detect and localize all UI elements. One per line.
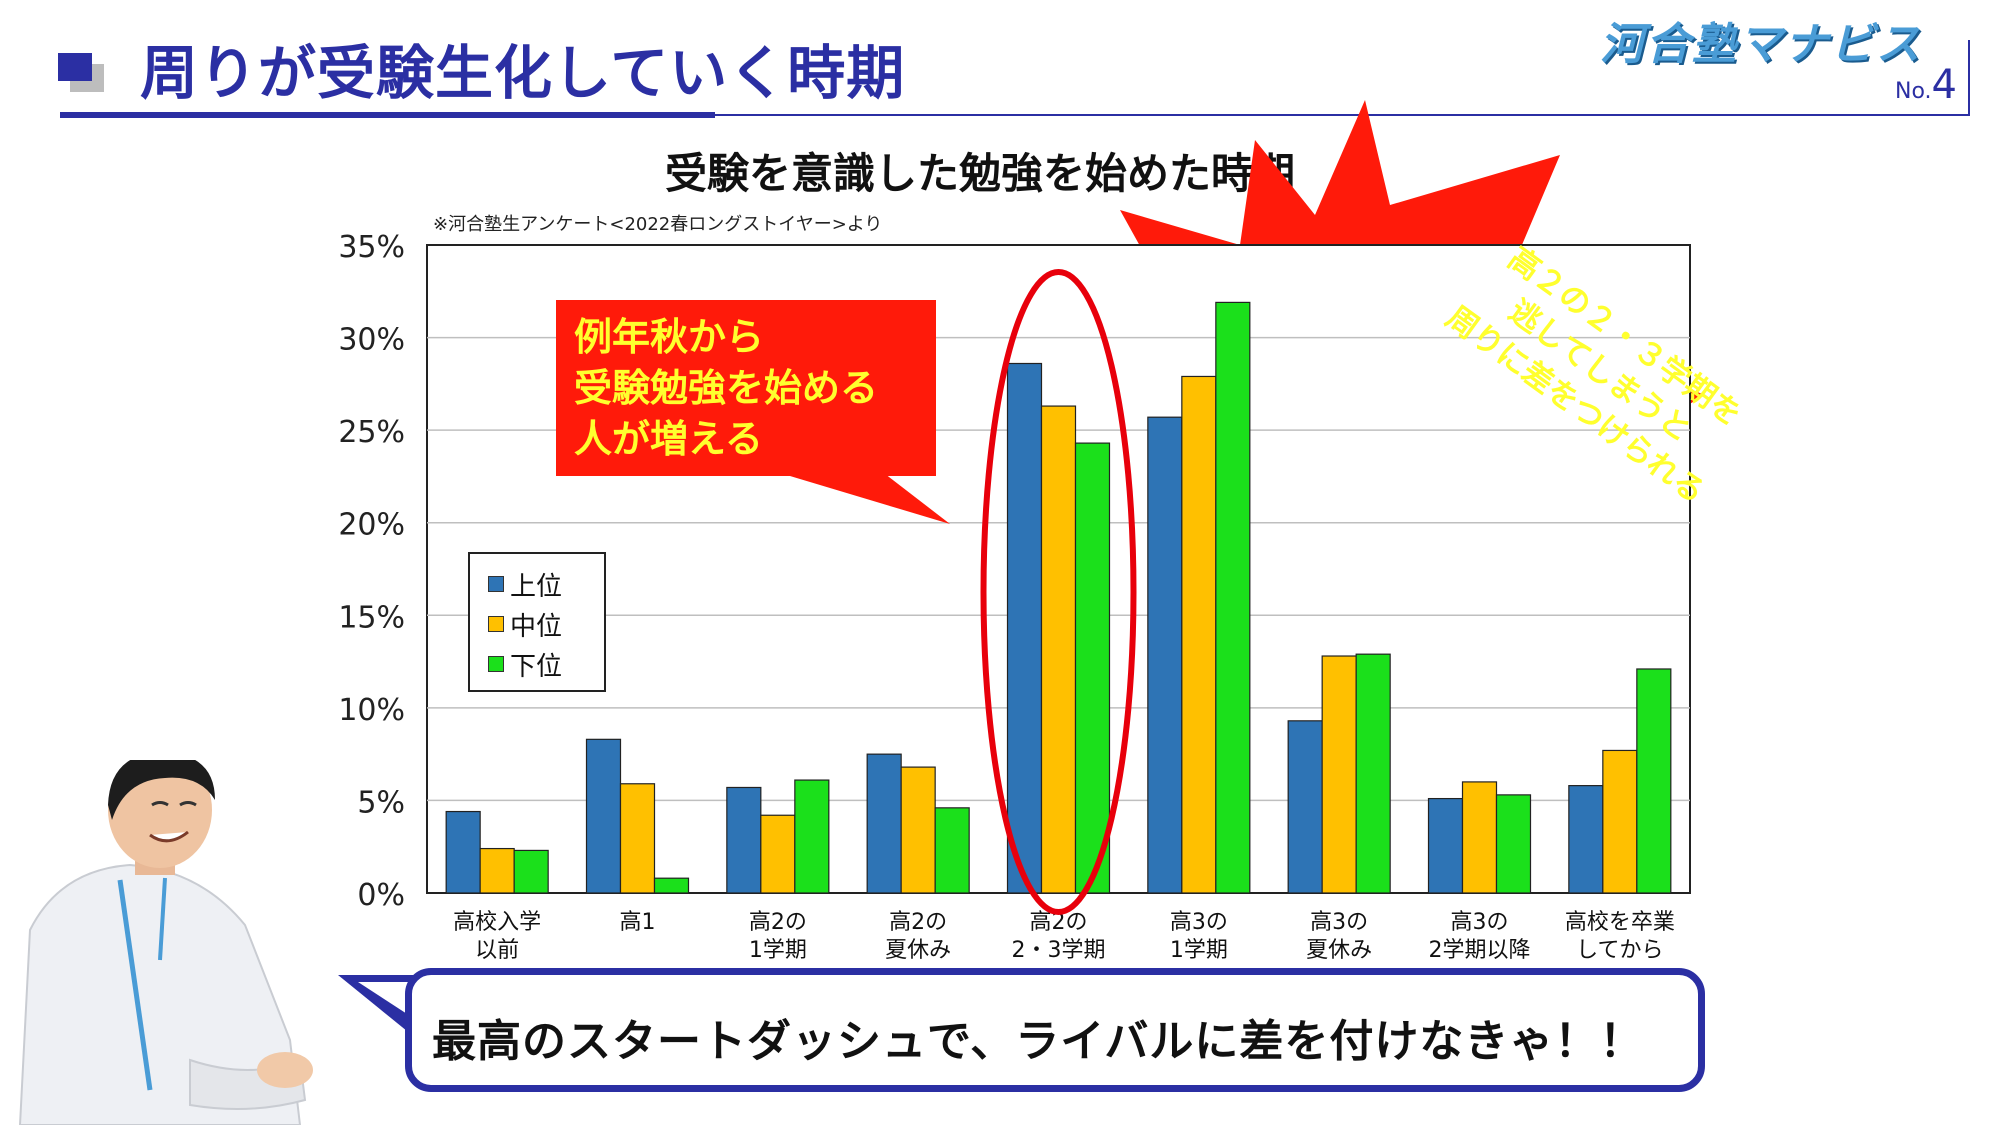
bar-upper — [1006, 362, 1043, 894]
bar-upper — [1147, 416, 1183, 894]
legend-item-upper: 上位 — [488, 566, 562, 602]
legend-swatch-upper — [488, 576, 504, 592]
x-tick-label: 以前 — [475, 938, 519, 963]
bar-upper — [1427, 797, 1464, 894]
bar-lower — [1074, 442, 1111, 894]
header-square — [58, 53, 92, 81]
bar-middle — [619, 783, 656, 894]
x-tick-label: してから — [1576, 938, 1663, 963]
legend-label-lower: 下位 — [510, 651, 563, 682]
bar-lower — [1495, 794, 1532, 894]
y-tick-label: 0% — [357, 878, 405, 913]
highlight-ring — [980, 269, 1137, 915]
page-number-prefix: No. — [1895, 79, 1932, 104]
y-tick-label: 10% — [338, 693, 405, 728]
bar-lower — [653, 877, 690, 894]
chart-legend: 上位 中位 下位 — [468, 552, 606, 692]
x-tick-label: 高校を卒業 — [1565, 910, 1675, 935]
x-tick-label: 高2の — [749, 910, 807, 935]
page-number-value: 4 — [1931, 62, 1957, 108]
x-tick-label: 高校入学 — [453, 910, 541, 935]
legend-label-middle: 中位 — [510, 611, 563, 642]
bar-upper — [1287, 720, 1323, 894]
brand-logo: 河合塾マナビス — [1600, 19, 1922, 70]
y-tick-label: 20% — [338, 508, 405, 543]
y-tick-label: 30% — [338, 323, 405, 358]
bar-lower — [1215, 301, 1251, 894]
x-tick-label: 2学期以降 — [1429, 938, 1531, 963]
x-tick-label: 夏休み — [885, 938, 951, 963]
bar-upper — [866, 753, 902, 894]
bar-upper — [445, 810, 481, 894]
y-tick-label: 15% — [338, 600, 405, 635]
header-rule — [715, 114, 1970, 116]
callout-line-3: 人が増える — [574, 417, 763, 461]
speech-bubble-text: 最高のスタートダッシュで、ライバルに差を付けなきゃ！！ — [432, 1016, 1645, 1067]
chart-source-note: ※河合塾生アンケート<2022春ロングストイヤー>より — [433, 214, 883, 235]
x-tick-label: 高2の — [889, 910, 947, 935]
x-tick-label: 1学期 — [749, 938, 807, 963]
page-title: 周りが受験生化していく時期 — [140, 39, 906, 107]
y-tick-label: 25% — [338, 415, 405, 450]
x-tick-label: 夏休み — [1306, 938, 1372, 963]
page-number: No.4 — [1895, 62, 1957, 108]
x-tick-label: 高1 — [620, 910, 656, 935]
bar-lower — [794, 779, 830, 894]
legend-item-lower: 下位 — [488, 646, 562, 682]
bar-upper — [585, 738, 622, 894]
x-tick-label: 高3の — [1310, 910, 1368, 935]
callout-line-2: 受験勉強を始める — [574, 366, 879, 410]
bar-middle — [479, 847, 515, 894]
bar-lower — [513, 849, 549, 894]
legend-label-upper: 上位 — [510, 571, 563, 602]
callout-line-1: 例年秋から — [574, 315, 765, 359]
legend-swatch-lower — [488, 656, 504, 672]
y-tick-label: 35% — [338, 230, 405, 265]
bar-lower — [1636, 668, 1672, 894]
bar-lower — [1355, 653, 1391, 894]
bar-middle — [1181, 375, 1217, 894]
callout-box: 例年秋から 受験勉強を始める 人が増える — [556, 300, 936, 476]
chart-title: 受験を意識した勉強を始めた時期 — [665, 149, 1296, 198]
bar-middle — [1321, 655, 1357, 894]
x-tick-label: 2・3学期 — [1012, 938, 1106, 963]
speech-bubble — [405, 968, 1705, 1092]
legend-item-middle: 中位 — [488, 606, 562, 642]
bar-lower — [934, 807, 970, 894]
header-corner-rule — [1968, 40, 1970, 116]
x-tick-label: 高3の — [1170, 910, 1228, 935]
bar-middle — [1602, 749, 1638, 894]
header-underline — [60, 112, 715, 118]
x-tick-label: 高3の — [1451, 910, 1509, 935]
bar-upper — [1568, 785, 1604, 894]
bar-upper — [726, 786, 762, 894]
x-tick-label: 1学期 — [1170, 938, 1228, 963]
legend-swatch-middle — [488, 616, 504, 632]
y-tick-label: 5% — [357, 785, 405, 820]
person-photo — [18, 760, 313, 1125]
